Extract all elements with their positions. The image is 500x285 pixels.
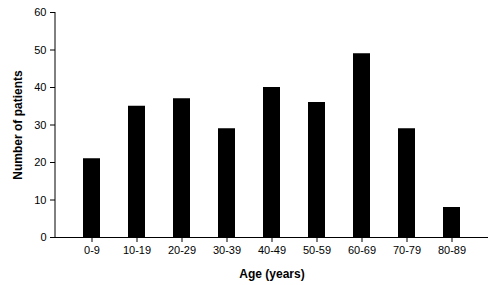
svg-text:20: 20 — [34, 156, 46, 168]
svg-text:10-19: 10-19 — [123, 244, 151, 256]
svg-text:30: 30 — [34, 119, 46, 131]
svg-text:40-49: 40-49 — [258, 244, 286, 256]
svg-text:0-9: 0-9 — [84, 244, 100, 256]
svg-text:70-79: 70-79 — [393, 244, 421, 256]
svg-text:50: 50 — [34, 44, 46, 56]
svg-text:30-39: 30-39 — [213, 244, 241, 256]
svg-text:60-69: 60-69 — [348, 244, 376, 256]
svg-text:20-29: 20-29 — [168, 244, 196, 256]
svg-text:80-89: 80-89 — [438, 244, 466, 256]
svg-text:40: 40 — [34, 81, 46, 93]
svg-text:10: 10 — [34, 194, 46, 206]
svg-text:50-59: 50-59 — [303, 244, 331, 256]
svg-text:Number of patients: Number of patients — [11, 70, 25, 180]
svg-text:60: 60 — [34, 6, 46, 18]
svg-text:Age (years): Age (years) — [239, 267, 304, 281]
svg-text:0: 0 — [40, 231, 46, 243]
